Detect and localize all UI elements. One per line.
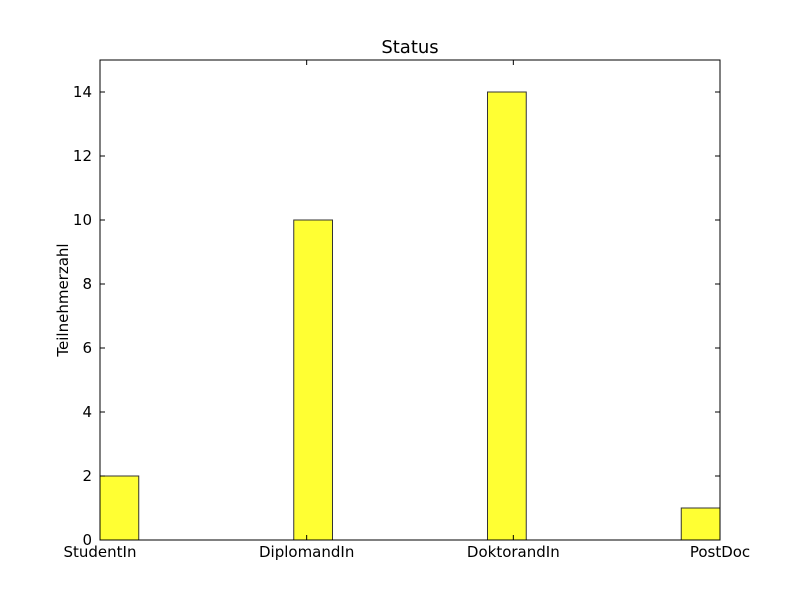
- y-tick-label: 14: [73, 83, 92, 101]
- y-tick-label: 2: [82, 467, 92, 485]
- plot-frame: [99, 59, 721, 541]
- y-axis-label: Teilnehmerzahl: [54, 243, 72, 357]
- bar: [99, 475, 140, 541]
- chart-title: Status: [381, 37, 438, 58]
- bar: [680, 507, 721, 541]
- bar: [293, 219, 333, 541]
- x-tick-label: PostDoc: [690, 543, 750, 561]
- y-tick-label: 12: [73, 147, 92, 165]
- x-tick-label: StudentIn: [64, 543, 137, 561]
- y-tick-label: 0: [82, 531, 92, 549]
- y-tick-label: 4: [82, 403, 92, 421]
- y-tick-label: 6: [82, 339, 92, 357]
- y-tick-label: 8: [82, 275, 92, 293]
- y-tick-label: 10: [73, 211, 92, 229]
- bar: [487, 91, 527, 541]
- x-tick-label: DoktorandIn: [467, 543, 560, 561]
- x-tick-label: DiplomandIn: [259, 543, 354, 561]
